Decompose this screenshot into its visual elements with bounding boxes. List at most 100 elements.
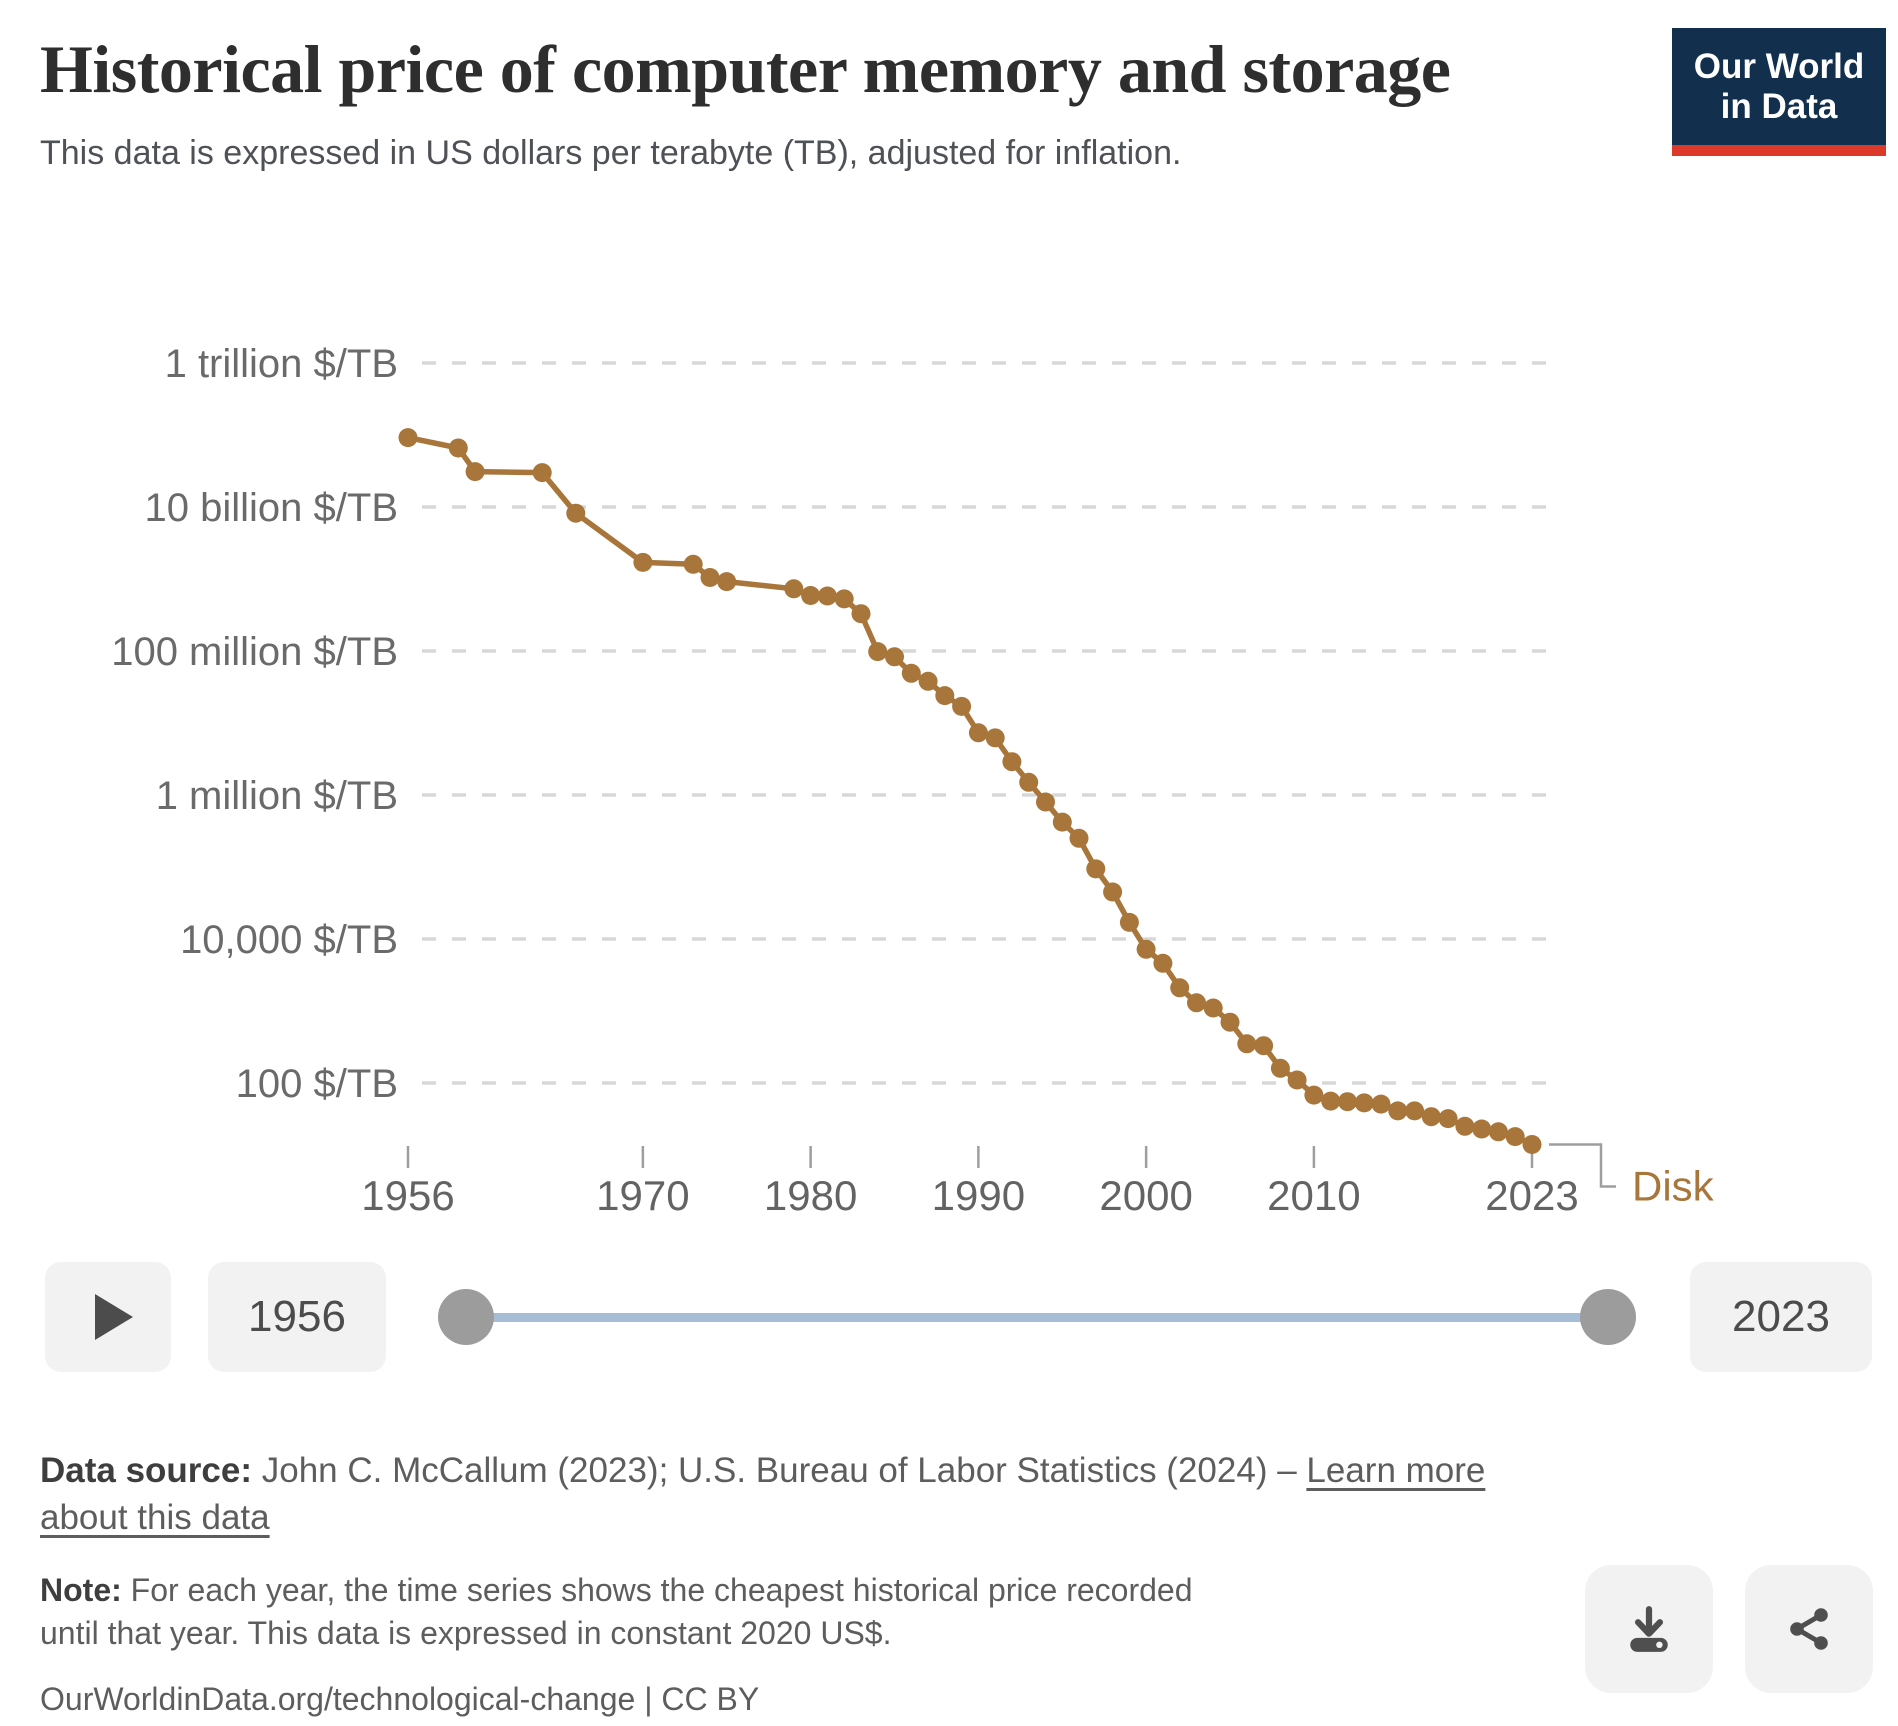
- x-axis-tick-label: 2010: [1267, 1172, 1360, 1219]
- series-label-disk[interactable]: Disk: [1632, 1162, 1715, 1209]
- timeline-start-year[interactable]: 1956: [208, 1262, 386, 1372]
- timeline-end-handle[interactable]: [1580, 1289, 1636, 1345]
- chart-header: Historical price of computer memory and …: [40, 28, 1886, 173]
- data-point-1979[interactable]: [784, 579, 804, 599]
- data-point-2015[interactable]: [1388, 1101, 1408, 1121]
- data-point-1990[interactable]: [968, 723, 988, 743]
- y-axis-tick-label: 10 billion $/TB: [145, 486, 398, 530]
- data-point-1985[interactable]: [885, 647, 904, 667]
- disk-price-line: [405, 434, 1535, 1148]
- owid-logo-line1: Our World: [1693, 47, 1865, 87]
- data-point-1981[interactable]: [817, 586, 837, 606]
- data-point-1960[interactable]: [465, 462, 485, 482]
- citation-line: OurWorldinData.org/technological-change …: [40, 1681, 1858, 1718]
- data-source-text: John C. McCallum (2023); U.S. Bureau of …: [252, 1451, 1307, 1490]
- data-point-2019[interactable]: [1455, 1116, 1475, 1136]
- data-point-1989[interactable]: [952, 696, 972, 716]
- data-point-1991[interactable]: [985, 728, 1005, 748]
- citation-license: | CC BY: [635, 1680, 760, 1717]
- data-point-2003[interactable]: [1187, 993, 1206, 1013]
- chart-subtitle: This data is expressed in US dollars per…: [40, 133, 1182, 172]
- data-point-2006[interactable]: [1237, 1034, 1257, 1054]
- data-point-2010[interactable]: [1304, 1085, 1324, 1105]
- citation-url[interactable]: OurWorldinData.org/technological-change: [40, 1680, 636, 1717]
- timeline-controls: 1956 2023: [0, 1262, 1898, 1374]
- series-label-connector: [1548, 1143, 1616, 1188]
- data-point-1956[interactable]: [398, 428, 418, 448]
- data-point-1975[interactable]: [717, 572, 737, 592]
- data-point-1995[interactable]: [1052, 812, 1072, 832]
- data-point-1997[interactable]: [1086, 859, 1106, 879]
- data-point-1993[interactable]: [1019, 772, 1039, 792]
- owid-logo[interactable]: Our World in Data: [1672, 28, 1886, 156]
- share-button[interactable]: [1745, 1565, 1873, 1693]
- note-label: Note:: [40, 1571, 122, 1608]
- data-point-1964[interactable]: [532, 463, 552, 483]
- data-point-2011[interactable]: [1321, 1091, 1341, 1111]
- data-point-1966[interactable]: [566, 503, 586, 523]
- data-point-1998[interactable]: [1103, 882, 1123, 902]
- x-axis-tick-label: 2000: [1099, 1172, 1192, 1219]
- play-icon: [95, 1294, 133, 1340]
- data-point-1973[interactable]: [683, 554, 703, 574]
- data-point-2014[interactable]: [1371, 1094, 1391, 1114]
- data-point-2000[interactable]: [1136, 939, 1156, 959]
- data-point-1994[interactable]: [1036, 792, 1055, 812]
- data-point-2013[interactable]: [1354, 1093, 1374, 1113]
- data-point-1984[interactable]: [868, 642, 888, 662]
- y-axis-tick-label: 100 $/TB: [236, 1062, 398, 1106]
- data-point-2009[interactable]: [1287, 1070, 1307, 1090]
- data-point-2022[interactable]: [1505, 1127, 1525, 1147]
- data-point-2023[interactable]: [1522, 1135, 1542, 1154]
- timeline-play-button[interactable]: [45, 1262, 171, 1372]
- data-point-2004[interactable]: [1203, 998, 1223, 1018]
- download-icon: [1630, 1606, 1668, 1652]
- data-point-1970[interactable]: [633, 552, 653, 572]
- x-axis-tick-label: 1990: [932, 1172, 1025, 1219]
- data-point-1983[interactable]: [851, 604, 871, 624]
- data-point-2008[interactable]: [1270, 1058, 1290, 1078]
- data-point-1988[interactable]: [935, 686, 955, 706]
- data-point-2007[interactable]: [1254, 1036, 1274, 1056]
- data-point-1974[interactable]: [700, 568, 720, 587]
- timeline-end-year[interactable]: 2023: [1690, 1262, 1872, 1372]
- data-source-line: Data source: John C. McCallum (2023); U.…: [40, 1448, 1510, 1542]
- learn-more-link[interactable]: Learn more about this data: [40, 1451, 1486, 1537]
- data-point-1987[interactable]: [918, 671, 938, 691]
- data-point-2001[interactable]: [1153, 953, 1173, 973]
- data-point-2002[interactable]: [1170, 978, 1190, 998]
- download-button[interactable]: [1585, 1565, 1713, 1693]
- data-point-2005[interactable]: [1220, 1012, 1240, 1032]
- y-axis-tick-label: 1 million $/TB: [156, 774, 398, 818]
- x-axis-tick-label: 1980: [764, 1172, 857, 1219]
- data-point-1992[interactable]: [1002, 752, 1022, 772]
- data-point-1982[interactable]: [834, 589, 854, 609]
- data-point-1986[interactable]: [901, 663, 921, 683]
- x-axis-tick-label: 1956: [361, 1172, 454, 1219]
- page-title: Historical price of computer memory and …: [40, 31, 1451, 107]
- y-axis-tick-label: 100 million $/TB: [111, 630, 398, 674]
- y-axis-tick-label: 1 trillion $/TB: [165, 342, 398, 386]
- data-point-1996[interactable]: [1069, 828, 1089, 848]
- data-point-2018[interactable]: [1438, 1109, 1458, 1129]
- data-point-2021[interactable]: [1488, 1122, 1508, 1142]
- note-line: Note: For each year, the time series sho…: [40, 1569, 1210, 1656]
- timeline-slider-track[interactable]: [466, 1313, 1608, 1322]
- data-point-2016[interactable]: [1405, 1101, 1425, 1121]
- owid-logo-line2: in Data: [1720, 86, 1838, 126]
- data-point-1999[interactable]: [1119, 912, 1139, 932]
- data-source-label: Data source:: [40, 1451, 253, 1490]
- y-axis-tick-label: 10,000 $/TB: [180, 918, 398, 962]
- data-point-2012[interactable]: [1338, 1092, 1357, 1112]
- data-point-1959[interactable]: [448, 438, 468, 458]
- data-point-1980[interactable]: [801, 586, 821, 605]
- data-point-2017[interactable]: [1421, 1107, 1441, 1127]
- note-text: For each year, the time series shows the…: [40, 1571, 1193, 1652]
- x-axis-tick-label: 1970: [596, 1172, 689, 1219]
- timeline-start-handle[interactable]: [438, 1289, 494, 1345]
- x-axis-tick-label: 2023: [1485, 1172, 1578, 1219]
- data-point-2020[interactable]: [1472, 1119, 1492, 1139]
- chart-footer: Data source: John C. McCallum (2023); U.…: [40, 1448, 1873, 1718]
- share-icon: [1790, 1608, 1828, 1650]
